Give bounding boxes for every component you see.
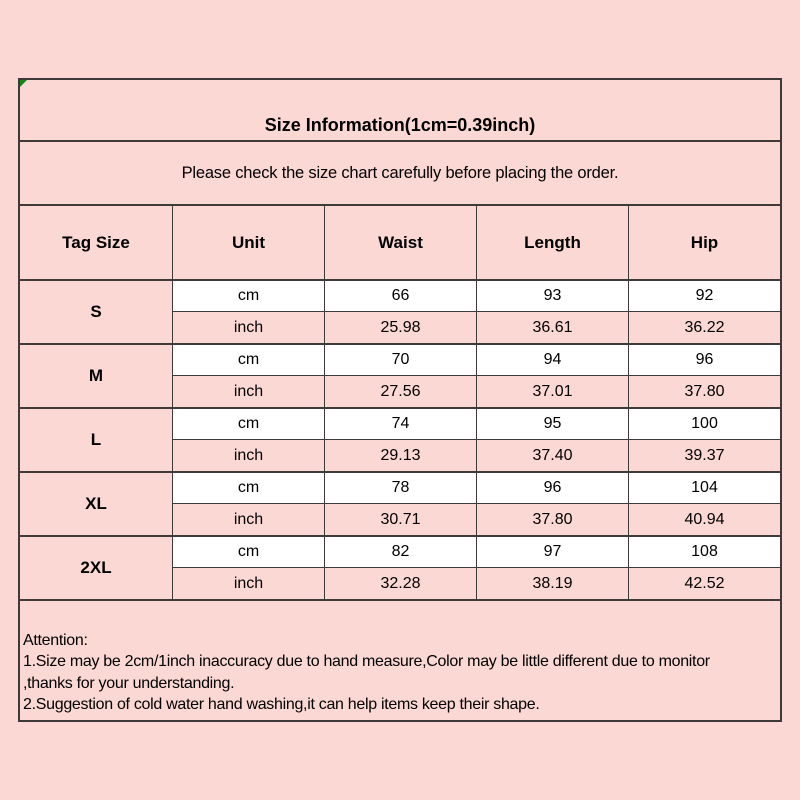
length-value: 36.61 (476, 311, 628, 343)
hip-value: 39.37 (628, 439, 780, 471)
size-label-s: S (20, 279, 172, 343)
length-value: 93 (476, 279, 628, 311)
hip-value: 104 (628, 471, 780, 503)
size-label-xl: XL (20, 471, 172, 535)
length-value: 94 (476, 343, 628, 375)
unit-label: inch (172, 439, 324, 471)
table-title: Size Information(1cm=0.39inch) (264, 115, 536, 135)
hip-value: 36.22 (628, 311, 780, 343)
length-value: 97 (476, 535, 628, 567)
column-header-tag-size: Tag Size (20, 204, 172, 279)
column-header-length: Length (476, 204, 628, 279)
attention-line-3: 2.Suggestion of cold water hand washing,… (23, 696, 540, 714)
column-header-waist: Waist (324, 204, 476, 279)
length-value: 38.19 (476, 567, 628, 599)
waist-value: 32.28 (324, 567, 476, 599)
unit-label: inch (172, 375, 324, 407)
column-header-unit: Unit (172, 204, 324, 279)
waist-value: 25.98 (324, 311, 476, 343)
length-value: 37.40 (476, 439, 628, 471)
unit-label: cm (172, 535, 324, 567)
unit-label: inch (172, 311, 324, 343)
unit-label: inch (172, 503, 324, 535)
hip-value: 96 (628, 343, 780, 375)
waist-value: 29.13 (324, 439, 476, 471)
waist-value: 78 (324, 471, 476, 503)
waist-value: 70 (324, 343, 476, 375)
length-value: 37.01 (476, 375, 628, 407)
length-value: 95 (476, 407, 628, 439)
waist-value: 74 (324, 407, 476, 439)
unit-label: inch (172, 567, 324, 599)
waist-value: 30.71 (324, 503, 476, 535)
length-value: 96 (476, 471, 628, 503)
hip-value: 40.94 (628, 503, 780, 535)
size-label-l: L (20, 407, 172, 471)
waist-value: 27.56 (324, 375, 476, 407)
size-label-2xl: 2XL (20, 535, 172, 599)
length-value: 37.80 (476, 503, 628, 535)
attention-heading: Attention: (23, 631, 88, 649)
unit-label: cm (172, 471, 324, 503)
size-chart-table: Size Information(1cm=0.39inch) Please ch… (18, 78, 782, 722)
hip-value: 108 (628, 535, 780, 567)
waist-value: 82 (324, 535, 476, 567)
cell-error-corner-icon (20, 80, 27, 87)
waist-value: 66 (324, 279, 476, 311)
hip-value: 42.52 (628, 567, 780, 599)
hip-value: 37.80 (628, 375, 780, 407)
attention-line-1: 1.Size may be 2cm/1inch inaccuracy due t… (23, 653, 710, 671)
hip-value: 100 (628, 407, 780, 439)
column-header-hip: Hip (628, 204, 780, 279)
unit-label: cm (172, 407, 324, 439)
attention-line-2: ,thanks for your understanding. (23, 674, 235, 692)
size-label-m: M (20, 343, 172, 407)
hip-value: 92 (628, 279, 780, 311)
attention-notes: Attention: 1.Size may be 2cm/1inch inacc… (20, 599, 780, 720)
unit-label: cm (172, 343, 324, 375)
table-subtitle: Please check the size chart carefully be… (20, 140, 780, 204)
unit-label: cm (172, 279, 324, 311)
